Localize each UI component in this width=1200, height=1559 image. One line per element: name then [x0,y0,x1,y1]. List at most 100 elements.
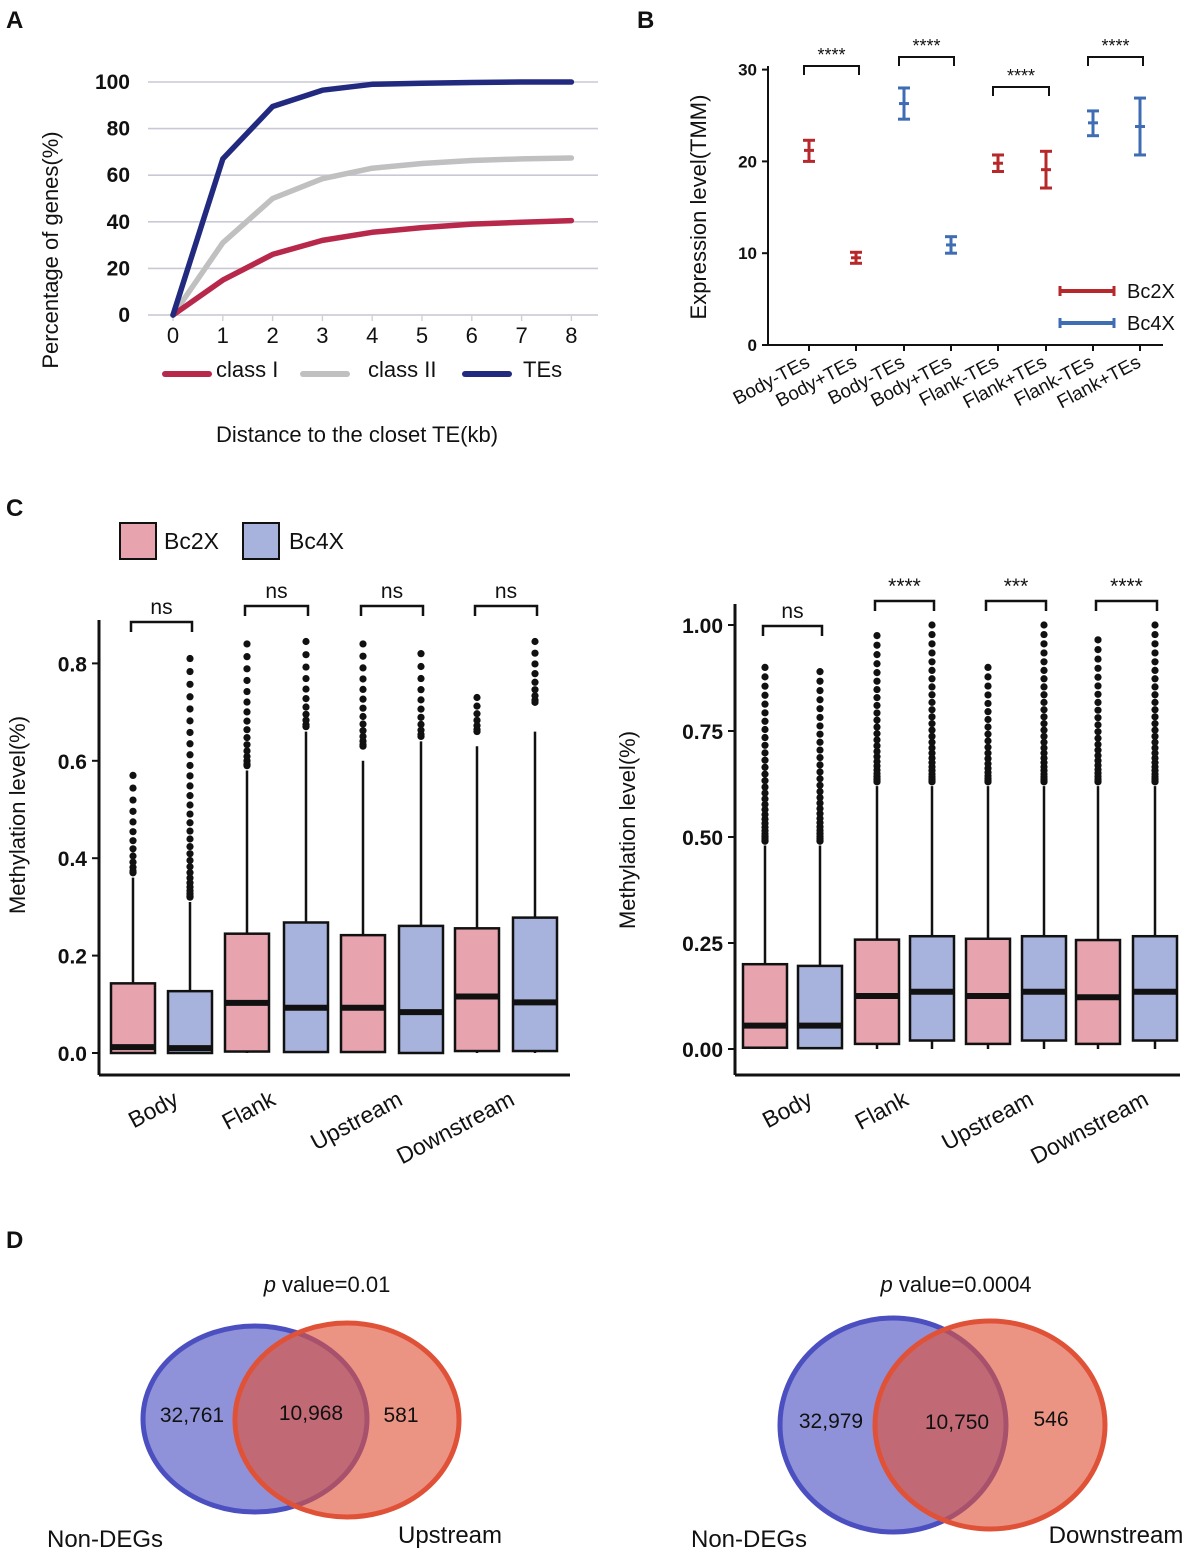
venn-left-overlap-count: 10,968 [279,1402,343,1425]
panel-c-outlier-point [243,741,251,749]
panel-c-x-category-label: Downstream [392,1085,518,1169]
panel-c-outlier-point [243,687,251,696]
panel-c-outlier-point [186,874,194,882]
panel-c-outlier-point [984,737,992,745]
panel-c-outlier-point [1040,706,1048,714]
panel-c-outlier-point [243,747,251,755]
panel-c-outlier-point [984,673,992,681]
panel-c-box-upstream-bc2x [339,640,387,1054]
panel-c-outlier-point [1151,666,1159,675]
venn-right-left-only-count: 32,979 [799,1410,863,1433]
panel-c-outlier-point [129,837,137,845]
panel-b-errorbar-point [1040,149,1052,190]
panel-c-outlier-point [186,827,194,835]
panel-c-outlier-point [928,720,936,728]
panel-c-outlier-point [1040,649,1048,657]
venn-left-pvalue-p: p [263,1272,276,1297]
panel-c-outlier-point [243,752,251,760]
panel-c-outlier-point [186,869,194,877]
panel-c-outlier-point [1151,749,1159,757]
panel-c-significance-label: *** [1004,575,1029,598]
panel-label-c: C [6,495,23,522]
panel-c-box-flank-bc4x [908,621,956,1049]
panel-c-outlier-point [186,717,194,725]
panel-a-y-tick: 60 [107,164,130,187]
panel-c-outlier-point [243,733,251,742]
panel-c-outlier-point [873,716,881,724]
panel-c-outlier-point [928,738,936,746]
panel-c-outlier-point [928,666,936,675]
panel-c-outlier-point [1040,683,1048,691]
panel-c-outlier-point [1094,734,1102,742]
panel-label-a: A [6,7,23,34]
panel-a-legend-label: class I [216,357,278,382]
panel-c-outlier-point [1040,630,1048,639]
panel-c-outlier-point [873,641,881,649]
panel-c-outlier-point [984,715,992,724]
panel-c-outlier-point [243,665,251,673]
panel-c-outlier-point [816,799,824,807]
panel-c-outlier-point [359,652,367,660]
panel-c-outlier-point [816,793,824,802]
panel-c-box-body [397,924,445,1055]
panel-c-outlier-point [302,703,310,711]
panel-c-outlier-point [186,761,194,770]
panel-c-y-tick: 0.50 [682,827,723,850]
panel-c-outlier-point [186,801,194,809]
panel-c-outlier-point [359,727,367,735]
panel-c-outlier-point [761,789,769,797]
panel-c-outlier-point [816,713,824,722]
panel-c-outlier-point [1040,698,1048,706]
panel-c-outlier-point [761,663,769,672]
venn-left-circle-upstream [232,1320,462,1520]
panel-c-outlier-point [359,732,367,740]
panel-c-outlier-point [1094,706,1102,714]
venn-left-only-count: 32,761 [160,1404,224,1427]
panel-c-outlier-point [1094,740,1102,749]
panel-c-outlier-point [1040,666,1048,675]
panel-c-outlier-point [761,700,769,708]
panel-c-significance-label: **** [1110,575,1143,598]
panel-a-series-line-tes [170,79,575,318]
panel-d-venn-diagrams: D p value=0.01 32,761 10,968 581 Non-DEG… [6,1227,1183,1553]
panel-c-outlier-point [816,787,824,796]
panel-c-outlier-point [186,728,194,737]
panel-c-outlier-point [359,664,367,672]
panel-c-outlier-point [873,742,881,750]
panel-c-outlier-point [243,698,251,706]
panel-c-outlier-point [761,733,769,742]
panel-b-errorbar-point [803,138,815,163]
panel-c-outlier-point [928,749,936,757]
panel-c-outlier-point [816,730,824,738]
panel-c-box-downstream-bc2x [1074,636,1122,1049]
panel-c-box-body [453,927,501,1053]
panel-c-outlier-point [243,726,251,734]
panel-b-significance-bracket [992,86,1050,96]
panel-c-outlier-point [129,828,137,836]
panel-c-outlier-point [928,698,936,706]
panel-c-outlier-point [816,677,824,685]
panel-c-outlier-point [761,805,769,814]
panel-c-box-upstream-bc4x [397,650,445,1055]
panel-c-outlier-point [186,792,194,800]
panel-c-outlier-point [1151,713,1159,721]
panel-c-outlier-point [761,777,769,785]
panel-c-outlier-point [1094,690,1102,698]
panel-c-outlier-point [186,705,194,713]
panel-c-outlier-point [531,692,539,700]
panel-c-outlier-point [816,696,824,704]
panel-c-outlier-point [873,660,881,668]
panel-c-outlier-point [359,685,367,694]
panel-c-significance-label: **** [888,575,921,598]
panel-c-box-body-bc2x [741,663,789,1049]
panel-b-y-tick: 30 [738,61,757,80]
panel-c-outlier-point [1094,682,1102,690]
panel-c-outlier-point [761,682,769,690]
panel-b-errorbar-point [992,153,1004,173]
panel-c-outlier-point [1151,720,1159,728]
panel-c-box-upstream-bc4x [1020,621,1068,1049]
panel-c-outlier-point [816,781,824,789]
panel-b-errorbar-point [945,235,957,255]
panel-c-outlier-point [302,694,310,703]
